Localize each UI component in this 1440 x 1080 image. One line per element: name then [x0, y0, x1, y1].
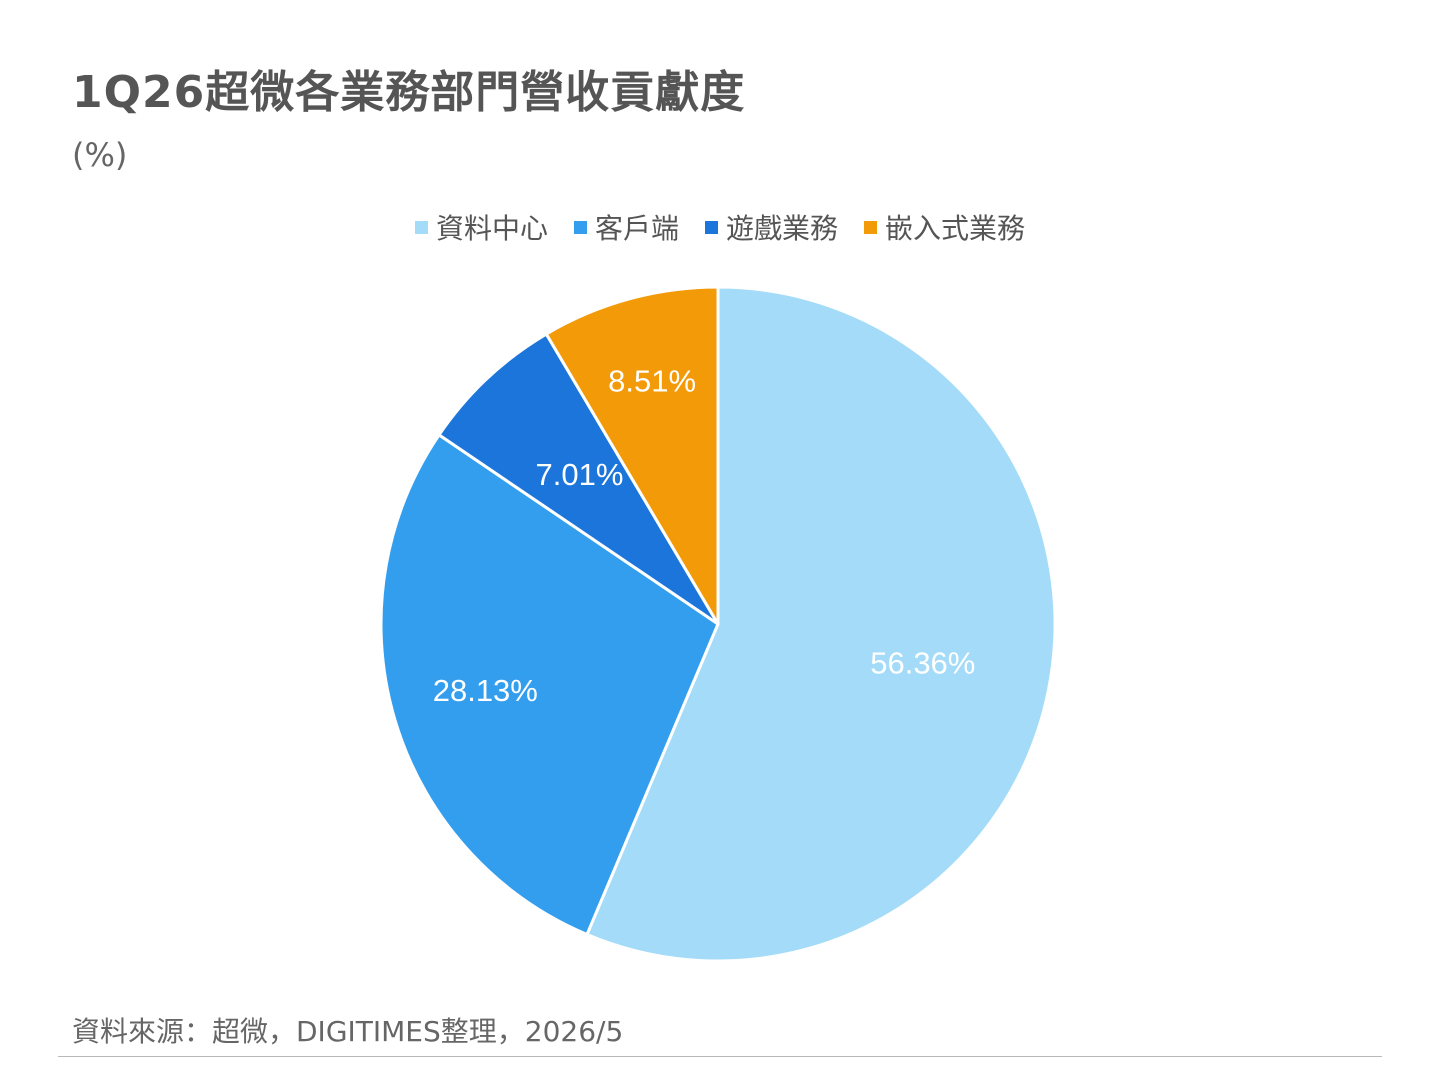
chart-title: 1Q26超微各業務部門營收貢獻度	[72, 67, 746, 118]
pie-slice-data-center	[585, 285, 1057, 963]
legend-label: 嵌入式業務	[885, 212, 1026, 245]
data-label-embedded: 8.51%	[608, 364, 696, 399]
legend-item-gaming: 遊戲業務	[705, 207, 838, 247]
legend-swatch	[414, 220, 428, 234]
data-label-data-center: 56.36%	[870, 646, 975, 681]
legend-item-client: 客戶端	[573, 207, 679, 247]
legend-item-data-center: 資料中心	[414, 207, 548, 247]
source-note: 資料來源：超微，DIGITIMES整理，2026/5	[72, 1015, 624, 1048]
legend-item-embedded: 嵌入式業務	[864, 207, 1025, 247]
chart-legend: 資料中心 客戶端 遊戲業務 嵌入式業務	[0, 205, 1440, 249]
data-label-gaming: 7.01%	[536, 457, 624, 492]
data-label-client: 28.13%	[433, 673, 538, 708]
legend-swatch	[705, 220, 718, 234]
legend-label: 遊戲業務	[726, 212, 839, 245]
legend-swatch	[573, 220, 587, 234]
bottom-divider	[58, 1056, 1382, 1057]
legend-label: 客戶端	[594, 212, 679, 245]
pie-slice-embedded	[544, 285, 720, 626]
legend-label: 資料中心	[435, 212, 548, 245]
pie-slice-client	[379, 433, 720, 936]
legend-swatch	[864, 220, 878, 234]
pie-slice-gaming	[437, 332, 720, 626]
chart-unit: (%)	[72, 136, 128, 174]
